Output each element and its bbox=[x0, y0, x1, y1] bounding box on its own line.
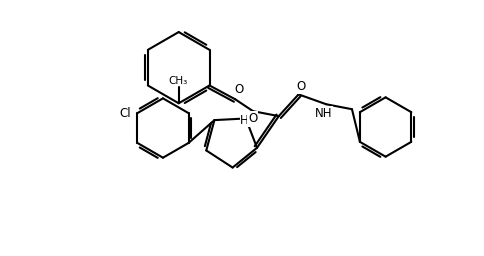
Text: O: O bbox=[296, 80, 305, 93]
Text: NH: NH bbox=[315, 107, 332, 120]
Text: CH₃: CH₃ bbox=[168, 76, 187, 86]
Text: O: O bbox=[248, 112, 257, 125]
Text: HN: HN bbox=[241, 114, 258, 126]
Text: Cl: Cl bbox=[120, 107, 131, 120]
Text: O: O bbox=[235, 83, 244, 96]
